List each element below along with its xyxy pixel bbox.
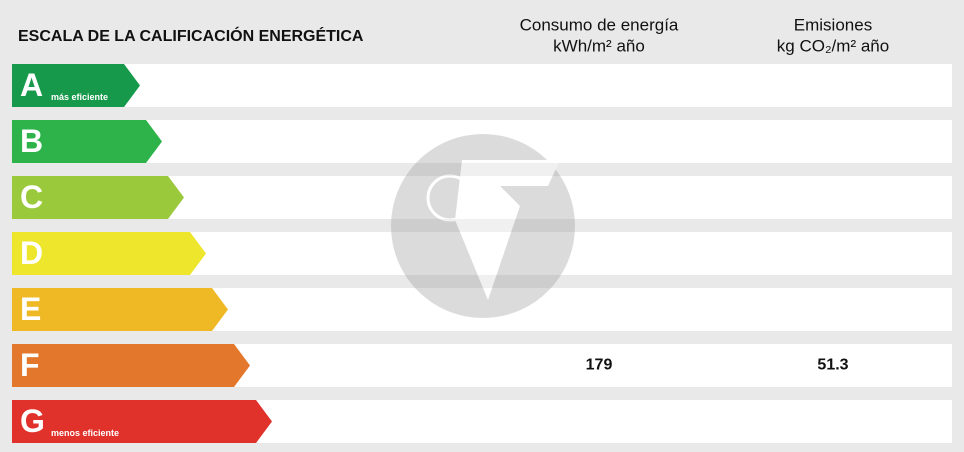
rating-letter: F [20, 347, 40, 383]
column-title: Consumo de energía [520, 15, 679, 34]
column-title: Emisiones [794, 15, 872, 34]
row-band [12, 120, 952, 163]
rating-note: menos eficiente [51, 428, 119, 438]
title: ESCALA DE LA CALIFICACIÓN ENERGÉTICA [18, 26, 364, 45]
rating-letter: C [20, 179, 43, 215]
column-unit: kWh/m² año [553, 36, 645, 55]
rating-arrow [12, 64, 140, 107]
rating-arrow [12, 344, 250, 387]
rating-letter: B [20, 123, 43, 159]
row-band [12, 64, 952, 107]
rating-arrow [12, 232, 206, 275]
rating-arrow [12, 288, 228, 331]
rating-arrow [12, 400, 272, 443]
energy-value: 179 [586, 357, 613, 374]
rating-letter: G [20, 403, 45, 439]
rating-letter: A [20, 67, 43, 103]
rating-letter: D [20, 235, 43, 271]
rating-arrow [12, 120, 162, 163]
emissions-value: 51.3 [817, 357, 848, 374]
rating-arrow [12, 176, 184, 219]
rating-letter: E [20, 291, 41, 327]
watermark [391, 134, 575, 318]
column-unit: kg CO₂/m² año [777, 36, 889, 55]
rating-note: más eficiente [51, 92, 108, 102]
